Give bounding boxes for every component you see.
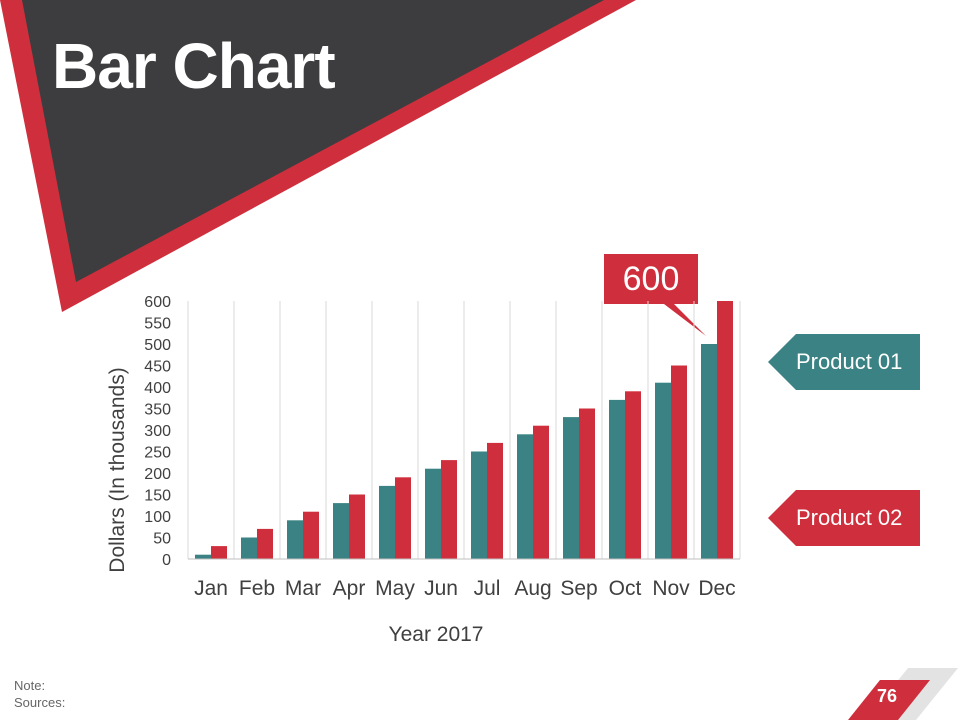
bar-product-02-may (395, 477, 411, 559)
bar-product-01-nov (655, 382, 671, 559)
x-tick-label: Jul (474, 577, 501, 600)
bar-product-01-jan (195, 554, 211, 559)
x-tick-label: Dec (698, 577, 735, 600)
bar-product-02-nov (671, 365, 687, 559)
x-tick-label: Sep (560, 577, 597, 600)
bar-product-01-mar (287, 520, 303, 559)
x-tick-label: Mar (285, 577, 321, 600)
bar-product-02-dec (717, 301, 733, 559)
callout-value: 600 (622, 260, 680, 298)
bar-product-02-mar (303, 511, 319, 559)
bar-product-02-feb (257, 528, 273, 559)
title-banner (22, 0, 604, 282)
y-tick-label: 250 (144, 445, 171, 462)
y-tick-label: 450 (144, 359, 171, 376)
y-tick-label: 200 (144, 466, 171, 483)
bar-product-01-jun (425, 468, 441, 559)
legend-product-02: Product 02 (796, 505, 903, 530)
bar-product-02-aug (533, 425, 549, 559)
bar-product-01-jul (471, 451, 487, 559)
y-axis-label: Dollars (In thousands) (106, 367, 129, 572)
y-tick-label: 400 (144, 380, 171, 397)
bar-product-01-aug (517, 434, 533, 559)
bar-product-01-oct (609, 399, 625, 559)
x-axis-label: Year 2017 (389, 623, 484, 646)
x-axis-ticks: Jan Feb Mar Apr May Jun Jul Aug Sep Oct Nov Dec (194, 577, 736, 600)
bar-product-02-oct (625, 391, 641, 559)
sources-label: Sources: (14, 695, 66, 710)
y-tick-label: 350 (144, 402, 171, 419)
callout-bubble (604, 254, 706, 336)
x-tick-label: Oct (609, 577, 642, 600)
legend-product-01: Product 01 (796, 349, 903, 374)
y-tick-label: 150 (144, 488, 171, 505)
y-tick-label: 50 (153, 531, 171, 548)
x-tick-label: Jun (424, 577, 458, 600)
x-tick-label: Apr (333, 577, 366, 600)
y-tick-label: 100 (144, 509, 171, 526)
product-01-arrow (768, 334, 920, 390)
page-number: 76 (876, 686, 898, 706)
bar-product-02-sep (579, 408, 595, 559)
x-tick-label: Jan (194, 577, 228, 600)
note-label: Note: (14, 678, 46, 693)
y-tick-label: 550 (144, 316, 171, 333)
x-tick-label: Aug (514, 577, 551, 600)
x-tick-label: Nov (652, 577, 690, 600)
y-tick-label: 300 (144, 423, 171, 440)
bar-product-02-jan (211, 546, 227, 559)
chart-bars (195, 301, 733, 559)
bar-product-01-may (379, 485, 395, 559)
bar-product-02-jun (441, 460, 457, 559)
y-tick-label: 500 (144, 337, 171, 354)
y-axis-ticks: 0 50 100 150 200 250 300 350 400 450 500 550 600 (144, 294, 171, 569)
y-tick-label: 600 (144, 294, 171, 311)
bar-product-01-feb (241, 537, 257, 559)
x-tick-label: Feb (239, 577, 275, 600)
y-tick-label: 0 (162, 552, 171, 569)
bar-product-01-sep (563, 417, 579, 559)
chart-grid (187, 301, 741, 559)
bar-product-02-apr (349, 494, 365, 559)
bar-product-02-jul (487, 442, 503, 559)
page-title: Bar Chart (52, 30, 336, 102)
bar-product-01-apr (333, 503, 349, 559)
page-number-badge (848, 680, 930, 720)
product-02-arrow (768, 490, 920, 546)
bar-product-01-dec (701, 344, 717, 559)
x-tick-label: May (375, 577, 415, 600)
